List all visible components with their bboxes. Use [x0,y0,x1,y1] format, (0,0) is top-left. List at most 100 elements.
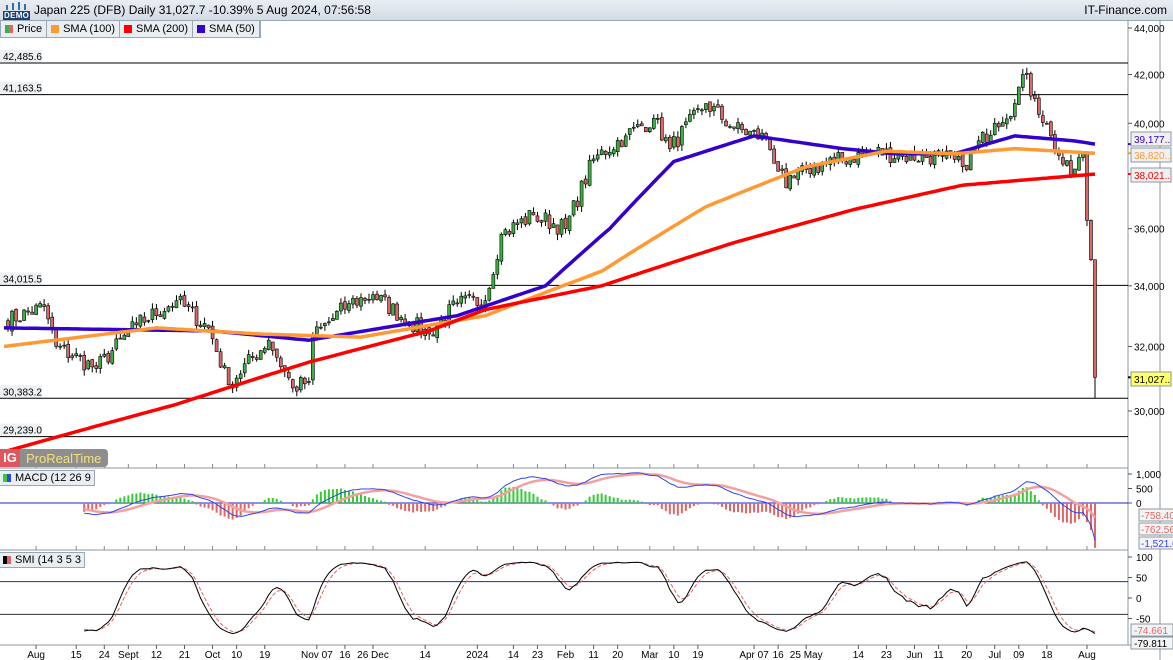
candle-up [543,212,548,222]
candle-down [290,379,295,389]
macd-histogram-bar [315,494,318,503]
time-tick-label: 26 Dec [357,650,389,660]
legend-label: SMA (100) [63,23,116,35]
macd-histogram-bar [408,503,411,512]
time-tick-label: 21 [179,650,191,660]
time-tick-label: 11 [933,650,944,660]
candle-up [487,287,492,301]
macd-histogram-bar [384,501,387,503]
candle-up [10,310,14,332]
candle-up [459,295,464,304]
macd-histogram-bar [219,503,222,516]
candle-down [82,354,87,371]
candle-down [904,156,909,163]
macd-histogram-bar [632,499,635,503]
macd-histogram-bar [203,503,206,508]
level-label-bg [0,50,42,63]
candle-up [166,306,171,312]
candle-down [134,322,139,326]
candle-down [816,165,821,173]
legend-item-sma50[interactable]: SMA (50) [193,21,260,37]
macd-histogram-bar [680,503,683,514]
candle-up [539,220,544,223]
candle-up [258,350,263,360]
macd-histogram-bar [676,503,679,516]
last-value-label: 38,021.. [1134,171,1170,182]
candle-up [988,134,993,143]
candle-down [14,308,18,322]
sma200-swatch-icon [124,25,133,33]
candle-down [286,372,291,379]
price-tick-label: 34,000 [1134,282,1165,293]
macd-histogram-bar [769,503,772,513]
candle-up [892,158,897,163]
macd-histogram-bar [1061,503,1064,523]
candle-up [519,218,524,224]
legend-item-price[interactable]: Price [1,21,48,37]
candle-up [178,295,183,301]
macd-histogram-bar [139,492,142,503]
macd-histogram-bar [889,500,892,503]
macd-value-box [1138,522,1173,536]
candle-up [611,149,616,155]
time-tick-label: 20 [612,650,624,660]
candle-down [206,324,211,329]
macd-histogram-bar [524,491,527,503]
candle-up [351,298,355,305]
macd-histogram-bar [251,503,254,506]
level-label-bg [0,423,42,436]
macd-histogram-bar [123,496,126,503]
macd-histogram-bar [612,497,615,503]
macd-value-box [1138,508,1173,522]
candle-up [980,131,985,143]
smi-panel-label[interactable]: SMI (14 3 5 3 [0,552,86,568]
time-tick-label: 24 [99,650,111,660]
macd-histogram-bar [600,493,603,503]
macd-histogram-bar [508,487,511,503]
candle-up [311,336,315,381]
macd-histogram-bar [143,493,146,503]
time-tick-label: 20 [961,650,973,660]
candle-up [752,130,756,132]
macd-histogram-bar [652,503,655,505]
macd-histogram-bar [307,503,310,506]
candle-down [844,161,849,165]
candle-up [567,215,572,231]
macd-panel-label[interactable]: MACD (12 26 9 [0,470,95,486]
candle-down [387,297,391,314]
macd-histogram-bar [720,503,723,507]
legend-item-sma100[interactable]: SMA (100) [47,21,121,37]
candle-up [74,353,78,356]
candle-down [1037,97,1041,115]
candle-up [307,381,311,383]
macd-histogram-bar [291,503,294,506]
time-tick-label: 19 [692,650,704,660]
candle-down [1053,134,1057,151]
macd-histogram-bar [620,499,623,503]
time-tick-label: Nov 07 [301,650,333,660]
macd-histogram-bar [299,503,302,507]
macd-histogram-bar [733,503,736,513]
macd-histogram-bar [660,503,663,510]
legend-item-sma200[interactable]: SMA (200) [120,21,193,37]
candle-up [704,103,708,110]
candle-up [599,149,604,155]
candle-up [684,121,688,126]
macd-histogram-bar [765,503,768,512]
candle-up [615,140,620,152]
macd-histogram-bar [572,503,575,507]
last-value-label: 38,820.. [1134,151,1170,162]
candle-down [1069,160,1073,175]
candle-up [62,344,66,347]
candle-up [491,274,496,289]
candle-up [371,294,375,301]
macd-histogram-bar [279,500,282,503]
prorealtime-badge: IG ProRealTime [0,449,108,467]
candle-up [299,377,303,391]
candle-up [627,128,632,135]
macd-histogram-bar [207,503,210,509]
candle-down [274,348,279,358]
macd-histogram-bar [396,503,399,509]
macd-histogram-bar [592,494,595,503]
